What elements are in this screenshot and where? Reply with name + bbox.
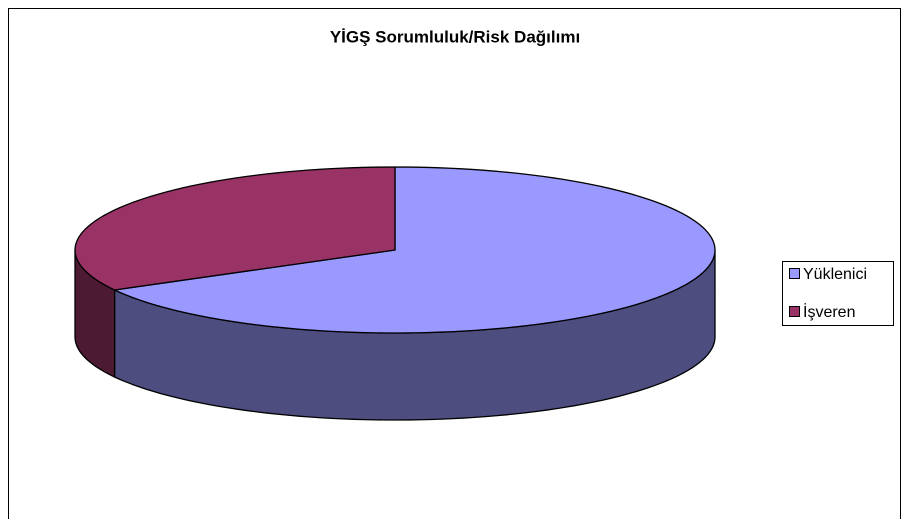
pie (74, 166, 716, 421)
chart-title: YİGŞ Sorumluluk/Risk Dağılımı (330, 27, 580, 46)
legend-swatch (789, 306, 800, 317)
legend (782, 261, 894, 326)
legend-label: Yüklenici (803, 266, 867, 283)
slice (113, 166, 716, 334)
legend-label: İşveren (803, 302, 855, 321)
legend-swatch (789, 268, 800, 279)
legend-entries: Yüklenici İşveren (789, 266, 867, 321)
slice (74, 166, 396, 291)
